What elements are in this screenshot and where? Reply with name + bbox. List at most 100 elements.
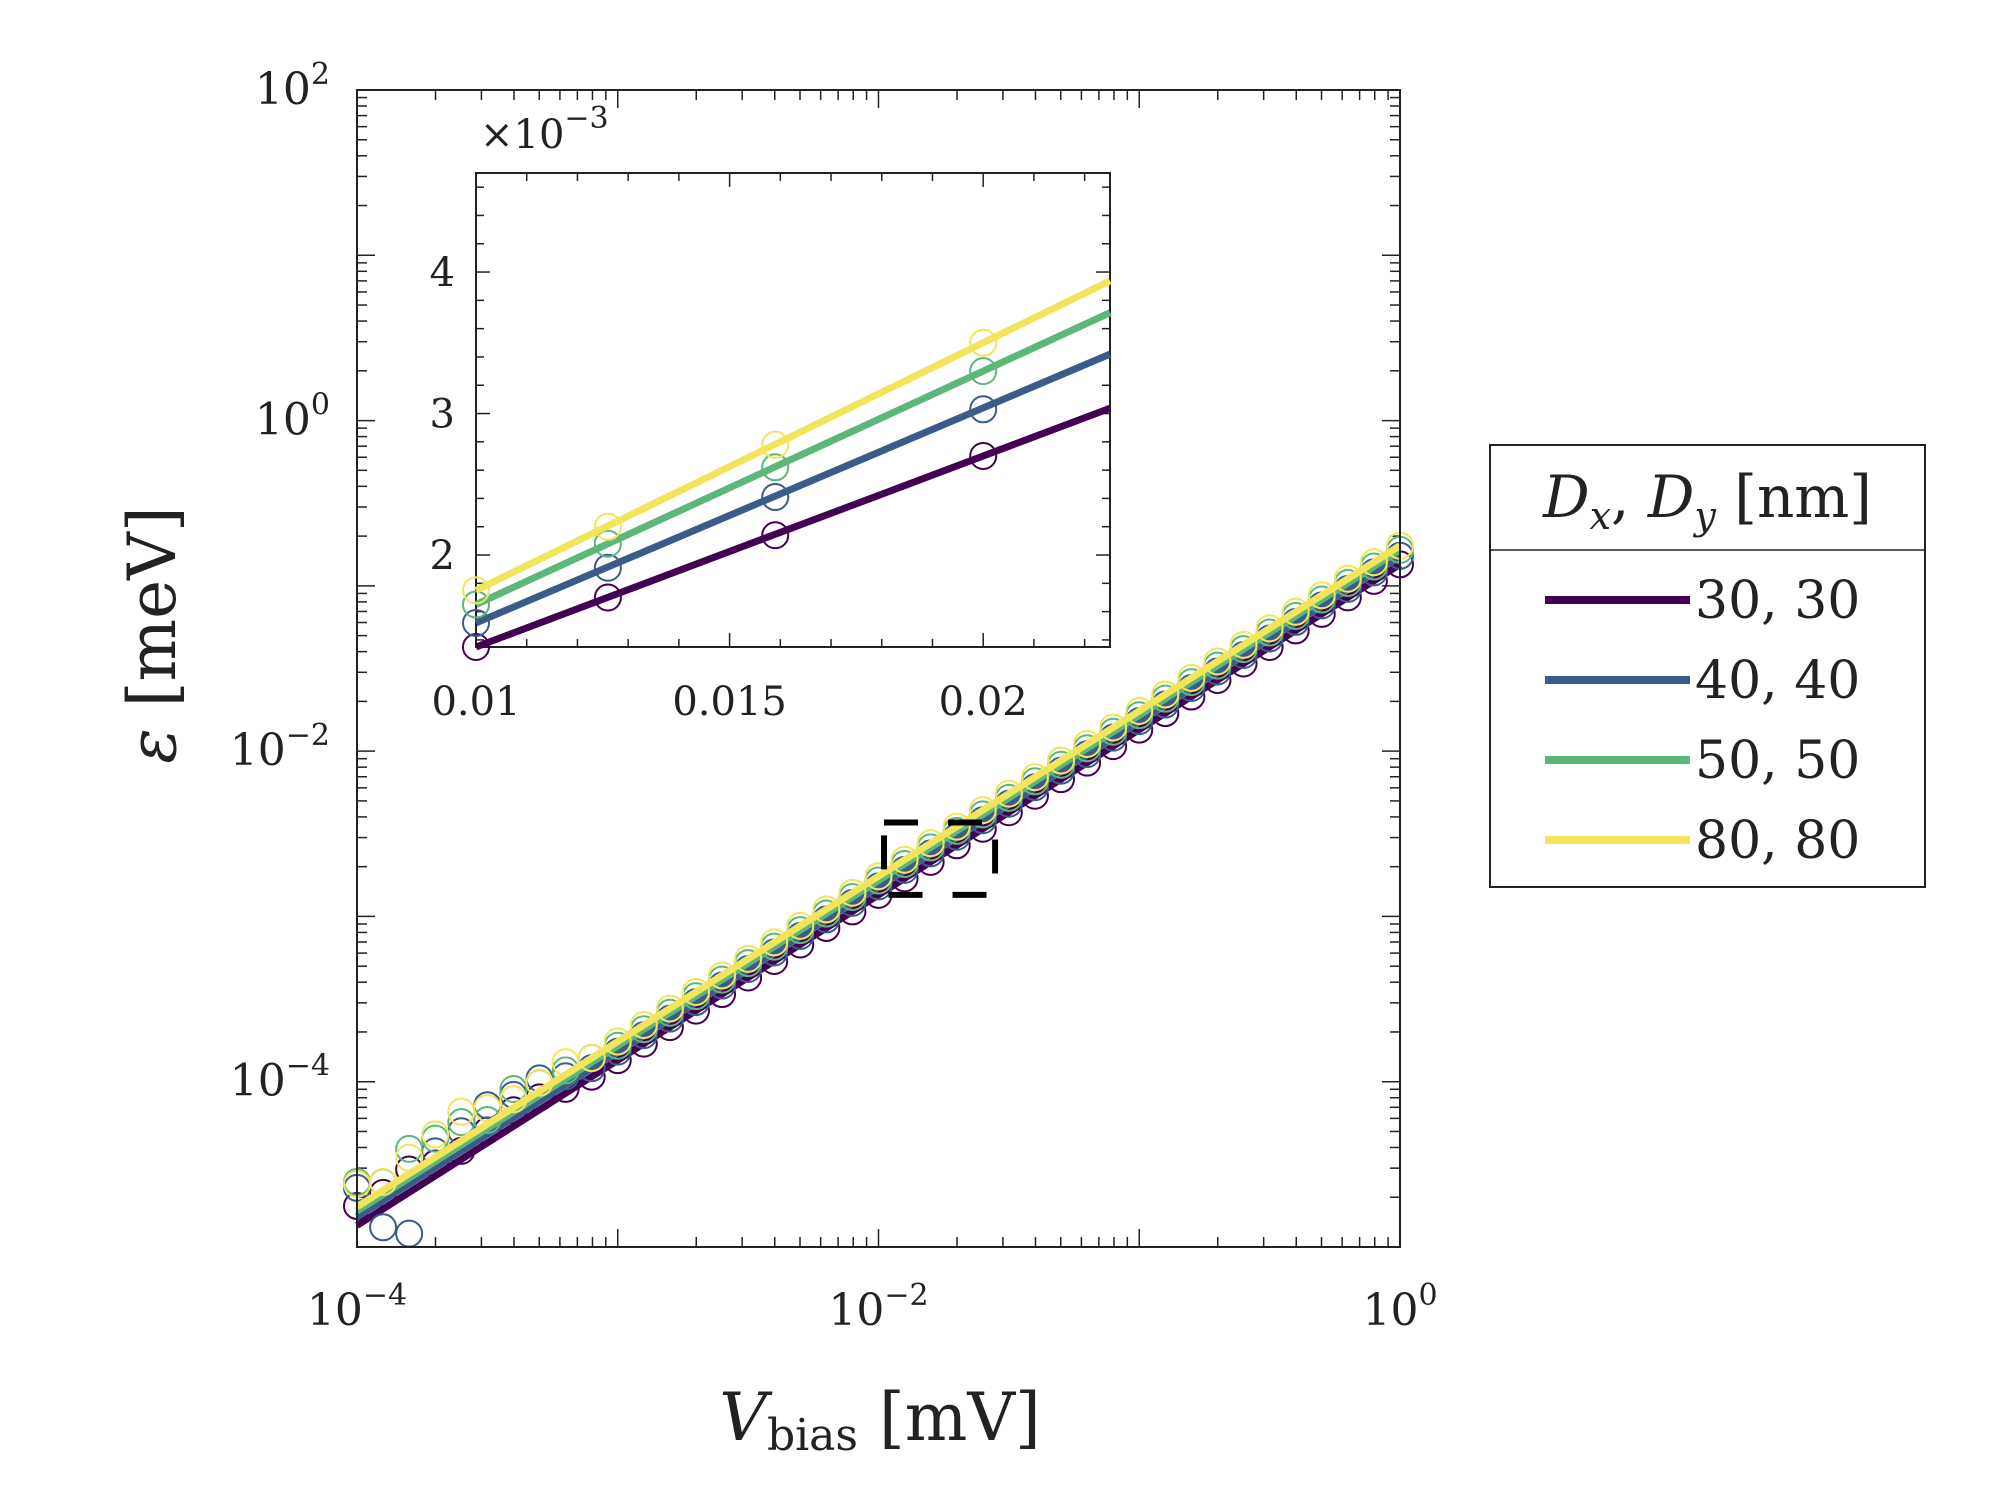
data-point bbox=[1359, 548, 1388, 577]
y-tick-label: 100 bbox=[255, 388, 330, 446]
axis-labels: 10−4 10−2 100 10−4 10−2 100 102 Vbias [mV] ε [me… bbox=[114, 57, 1438, 1461]
inset-series-40-40 bbox=[462, 350, 1112, 637]
inset-data-point bbox=[969, 328, 998, 357]
data-point bbox=[1151, 680, 1180, 709]
inset-x-tick-label: 0.02 bbox=[939, 679, 1028, 725]
data-point bbox=[395, 1219, 424, 1248]
inset-data-point bbox=[969, 441, 998, 470]
data-point bbox=[916, 829, 945, 858]
data-point bbox=[577, 1044, 606, 1073]
inset-data bbox=[462, 277, 1112, 661]
data-point bbox=[864, 862, 893, 891]
legend-title: Dx, Dy [nm] bbox=[1542, 463, 1872, 538]
inset-data-point bbox=[761, 483, 790, 512]
data-point bbox=[994, 779, 1023, 808]
legend-entry: 30, 30 bbox=[1545, 571, 1860, 631]
data-point bbox=[1307, 581, 1336, 610]
inset-x-tick-label: 0.015 bbox=[672, 679, 787, 725]
y-tick-label: 102 bbox=[255, 57, 330, 115]
legend-label: 80, 80 bbox=[1695, 811, 1860, 871]
data-point bbox=[838, 878, 867, 907]
inset-series-80-80 bbox=[462, 277, 1112, 605]
inset-data-point bbox=[593, 529, 622, 558]
x-tick-label: 10−4 bbox=[307, 1278, 407, 1336]
inset-data-point bbox=[761, 453, 790, 482]
data-point bbox=[812, 895, 841, 924]
fit-line bbox=[355, 552, 1402, 1220]
data-point bbox=[629, 1011, 658, 1040]
data-point bbox=[603, 1027, 632, 1056]
inset-y-tick-label: 4 bbox=[430, 250, 455, 296]
data-point bbox=[708, 961, 737, 990]
inset-data-point bbox=[761, 430, 790, 459]
inset-data-point bbox=[593, 553, 622, 582]
series-80-80 bbox=[343, 531, 1414, 1210]
data-point bbox=[421, 1120, 450, 1149]
data-point bbox=[1047, 746, 1076, 775]
y-tick-label: 10−4 bbox=[230, 1049, 330, 1107]
inset-frame bbox=[475, 172, 1111, 648]
data-point bbox=[681, 977, 710, 1006]
data-point bbox=[369, 1213, 398, 1242]
data-point bbox=[1177, 663, 1206, 692]
y-axis-title: ε [meV] bbox=[114, 506, 191, 763]
fit-line bbox=[355, 546, 1402, 1215]
data-point bbox=[1099, 713, 1128, 742]
x-tick-label: 100 bbox=[1362, 1278, 1437, 1336]
inset-y-tick-label: 3 bbox=[430, 392, 455, 438]
data-point bbox=[1255, 614, 1284, 643]
zoom-box bbox=[881, 819, 999, 898]
inset-y-tick-label: 2 bbox=[430, 533, 455, 579]
inset-data-point bbox=[761, 521, 790, 550]
legend-label: 50, 50 bbox=[1695, 731, 1860, 791]
data-point bbox=[395, 1134, 424, 1163]
data-point bbox=[1333, 564, 1362, 593]
data-point bbox=[786, 911, 815, 940]
data-point bbox=[1203, 647, 1232, 676]
inset-data-point bbox=[593, 512, 622, 541]
inset-data-point bbox=[593, 583, 622, 612]
main-data bbox=[343, 531, 1414, 1248]
data-point bbox=[655, 994, 684, 1023]
data-point bbox=[1229, 630, 1258, 659]
inset-series-30-30 bbox=[462, 404, 1112, 661]
data-point bbox=[942, 812, 971, 841]
legend-entry: 80, 80 bbox=[1545, 811, 1860, 871]
legend-entry: 40, 40 bbox=[1545, 651, 1860, 711]
legend-entry: 50, 50 bbox=[1545, 731, 1860, 791]
fit-line bbox=[355, 561, 1402, 1229]
inset-data-point bbox=[969, 395, 998, 424]
legend: Dx, Dy [nm] 30, 30 40, 40 50, 50 80, 80 bbox=[1489, 444, 1926, 888]
x-tick-label: 10−2 bbox=[828, 1278, 928, 1336]
data-point bbox=[890, 845, 919, 874]
inset-fit-line bbox=[474, 404, 1112, 651]
inset-fit-line bbox=[474, 350, 1112, 627]
legend-label: 40, 40 bbox=[1695, 651, 1860, 711]
legend-label: 30, 30 bbox=[1695, 571, 1860, 631]
x-axis-title: Vbias [mV] bbox=[719, 1379, 1040, 1461]
inset-series-50-50 bbox=[462, 309, 1112, 619]
legend-box bbox=[1489, 444, 1926, 888]
data-point bbox=[499, 1075, 528, 1104]
inset-ticks bbox=[475, 173, 1110, 647]
inset-data-point bbox=[462, 576, 490, 605]
data-point bbox=[734, 944, 763, 973]
data-point bbox=[1125, 696, 1154, 725]
inset-data-point bbox=[462, 608, 490, 637]
data-point bbox=[968, 796, 997, 825]
inset-data-point bbox=[969, 357, 998, 386]
data-point bbox=[1020, 763, 1049, 792]
inset-x-tick-label: 0.01 bbox=[431, 679, 520, 725]
data-point bbox=[1073, 730, 1102, 759]
inset-data-point bbox=[462, 590, 490, 619]
inset-fit-line bbox=[474, 277, 1112, 594]
y-tick-label: 10−2 bbox=[230, 718, 330, 776]
main-plot bbox=[343, 89, 1414, 1248]
inset-fit-line bbox=[474, 309, 1112, 608]
inset-exponent-label: ×10−3 bbox=[480, 101, 609, 158]
main-frame bbox=[356, 89, 1401, 1248]
data-point bbox=[760, 928, 789, 957]
data-point bbox=[1281, 597, 1310, 626]
inset-plot: 0.01 0.015 0.02 2 3 4 ×10−3 bbox=[430, 101, 1112, 725]
